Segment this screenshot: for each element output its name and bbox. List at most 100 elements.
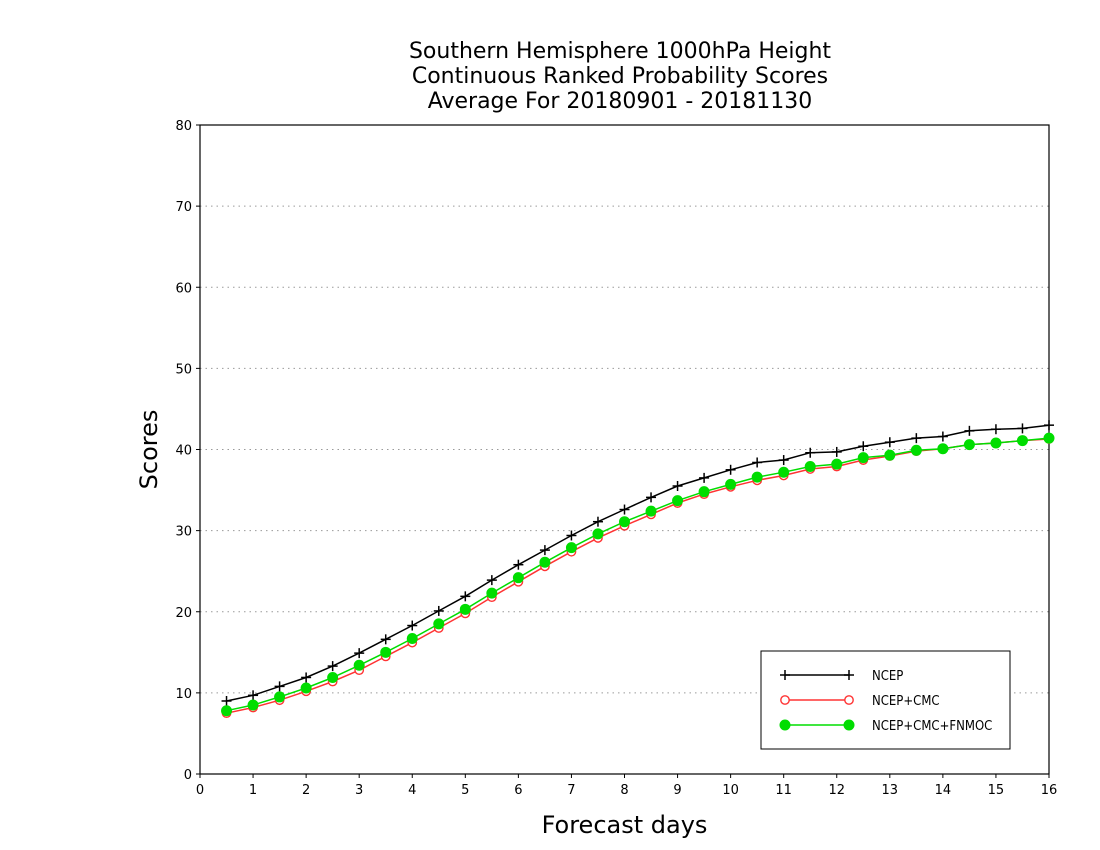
x-tick-label: 0 — [196, 783, 204, 798]
x-tick-label: 10 — [722, 783, 739, 798]
x-tick-label: 15 — [988, 783, 1005, 798]
data-point — [406, 633, 418, 645]
legend-marker — [843, 719, 855, 731]
y-tick-label: 70 — [175, 200, 192, 215]
data-point — [512, 572, 524, 584]
data-point — [247, 699, 259, 711]
data-point — [327, 661, 338, 672]
data-point — [407, 620, 418, 631]
data-point — [539, 545, 550, 556]
x-tick-label: 3 — [355, 783, 363, 798]
x-tick-label: 6 — [514, 783, 522, 798]
y-tick-label: 10 — [175, 687, 192, 702]
legend-marker — [844, 695, 854, 705]
data-point — [963, 439, 975, 451]
data-point — [805, 447, 816, 458]
legend-marker — [844, 670, 854, 680]
title-line-2: Continuous Ranked Probability Scores — [412, 64, 828, 89]
x-tick-label: 11 — [775, 783, 792, 798]
y-tick-label: 40 — [175, 444, 192, 459]
x-tick-label: 16 — [1041, 783, 1058, 798]
data-point — [513, 559, 524, 570]
x-tick-label: 9 — [673, 783, 681, 798]
data-point — [327, 671, 339, 683]
data-point — [221, 705, 233, 717]
data-point — [884, 449, 896, 461]
y-tick-label: 60 — [175, 281, 192, 296]
data-point — [751, 471, 763, 483]
data-point — [274, 681, 285, 692]
legend-label: NCEP — [872, 669, 903, 684]
x-tick-label: 2 — [302, 783, 310, 798]
data-point — [486, 587, 498, 599]
legend-label: NCEP+CMC+FNMOC — [872, 719, 992, 734]
data-point — [884, 437, 895, 448]
legend-marker — [780, 695, 790, 705]
data-point — [274, 691, 286, 703]
title-line-3: Average For 20180901 - 20181130 — [428, 89, 813, 114]
legend-label: NCEP+CMC — [872, 694, 940, 709]
data-point — [566, 530, 577, 541]
data-point — [433, 605, 444, 616]
data-point — [380, 634, 391, 645]
data-point — [804, 461, 816, 473]
data-point — [672, 495, 684, 507]
y-tick-label: 0 — [184, 768, 192, 783]
chart-title: Southern Hemisphere 1000hPa HeightContin… — [409, 39, 831, 114]
legend-item: NCEP+CMC — [780, 694, 940, 709]
data-point — [646, 492, 657, 503]
data-point — [539, 556, 551, 568]
data-point — [459, 603, 471, 615]
legend-item: NCEP — [780, 669, 903, 684]
data-point — [937, 431, 948, 442]
x-tick-label: 12 — [828, 783, 845, 798]
series-lines — [221, 420, 1055, 719]
legend-marker — [780, 670, 790, 680]
data-point — [699, 472, 710, 483]
data-point — [592, 516, 603, 527]
data-point — [752, 457, 763, 468]
y-tick-label: 80 — [175, 119, 192, 134]
data-point — [672, 481, 683, 492]
data-point — [645, 505, 657, 517]
legend-marker — [779, 719, 791, 731]
data-point — [857, 452, 869, 464]
y-axis-label: Scores — [135, 410, 163, 490]
legend-item: NCEP+CMC+FNMOC — [779, 719, 992, 734]
data-point — [486, 575, 497, 586]
data-point — [1044, 420, 1054, 431]
x-tick-label: 13 — [882, 783, 899, 798]
x-axis-ticks: 0 1 2 3 4 5 6 7 8 9 10 11 12 13 14 15 16 — [196, 774, 1057, 798]
data-point — [990, 437, 1002, 449]
x-axis-label: Forecast days — [542, 811, 708, 839]
data-point — [460, 591, 471, 602]
data-point — [698, 486, 710, 498]
data-point — [990, 424, 1001, 435]
x-tick-label: 5 — [461, 783, 469, 798]
data-point — [778, 455, 789, 466]
data-point — [725, 464, 736, 475]
data-point — [353, 659, 365, 671]
x-tick-label: 14 — [935, 783, 952, 798]
data-point — [565, 542, 577, 554]
data-point — [911, 433, 922, 444]
data-point — [619, 504, 630, 515]
x-tick-label: 8 — [620, 783, 628, 798]
series-ncep-cmc-fnmoc — [221, 432, 1055, 717]
data-point — [619, 516, 630, 528]
y-tick-label: 30 — [175, 525, 192, 540]
data-point — [433, 618, 445, 630]
data-point — [592, 528, 604, 540]
data-point — [354, 648, 365, 659]
data-point — [1043, 432, 1055, 444]
data-point — [937, 443, 949, 455]
data-point — [831, 446, 842, 457]
data-point — [858, 441, 869, 452]
data-point — [725, 478, 737, 490]
data-point — [380, 646, 392, 658]
data-point — [301, 672, 312, 683]
data-point — [248, 690, 259, 701]
title-line-1: Southern Hemisphere 1000hPa Height — [409, 39, 831, 64]
data-point — [910, 444, 922, 456]
